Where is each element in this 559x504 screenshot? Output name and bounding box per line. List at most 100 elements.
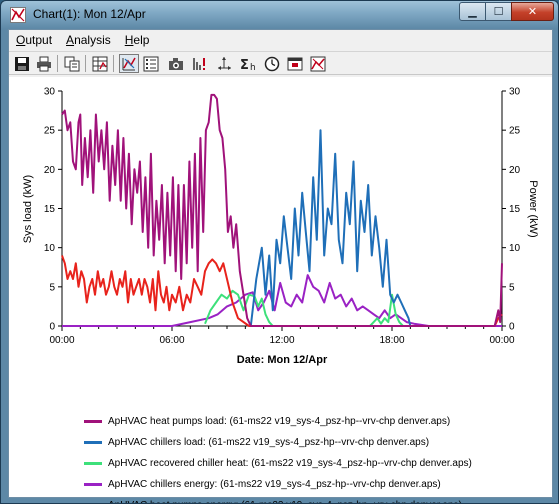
legend-label: ApHVAC chillers load: (61-ms22 v19_sys-4…	[108, 436, 430, 448]
y-tick-label-left: 5	[49, 282, 55, 293]
y-tick-label-left: 10	[44, 243, 56, 254]
title-bar[interactable]: Chart(1): Mon 12/Apr ▁ ☐ ✕	[1, 1, 558, 29]
x-ticks: 00:00 06:00 12:00 18:00 00:00	[49, 326, 515, 346]
legend-swatch	[84, 482, 102, 486]
maximize-button[interactable]: ☐	[485, 2, 512, 21]
y-axis-title-left: Sys load (kW)	[22, 175, 34, 243]
y-tick-label-left: 20	[44, 165, 56, 176]
app-chart-icon	[10, 7, 26, 23]
camera-button[interactable]	[166, 54, 186, 73]
menu-bar: Output Analysis Help	[9, 30, 552, 49]
legend-label: ApHVAC heat pumps load: (61-ms22 v19_sys…	[108, 415, 451, 427]
legend-item: ApHVAC chillers load: (61-ms22 v19_sys-4…	[84, 435, 429, 449]
close-icon: ✕	[527, 6, 538, 18]
x-tick-label: 06:00	[159, 335, 184, 346]
series-lines	[61, 93, 503, 327]
save-button[interactable]	[12, 54, 32, 73]
list-icon	[143, 56, 159, 71]
legend-swatch	[84, 440, 102, 444]
legend-label: ApHVAC heat pumps energy: (61-ms22 v19_s…	[108, 500, 462, 504]
chart-alt-button[interactable]	[308, 54, 328, 73]
menu-output[interactable]: Output	[16, 33, 52, 47]
y-tick-label-left: 25	[44, 126, 56, 137]
print-button[interactable]	[34, 54, 54, 73]
axes-button[interactable]	[214, 54, 234, 73]
clock-icon	[264, 56, 280, 71]
x-axis-title: Date: Mon 12/Apr	[237, 354, 328, 366]
window-button[interactable]	[285, 54, 305, 73]
series-line	[249, 129, 412, 327]
series-line	[61, 93, 503, 327]
toolbar-separator	[57, 55, 58, 72]
svg-text:h: h	[250, 63, 256, 72]
toolbar-separator	[85, 55, 86, 72]
y-tick-label-right: 0	[509, 322, 515, 333]
y-ticks-left: 0 5 10 15 20 25 30	[44, 87, 62, 333]
x-tick-label: 12:00	[269, 335, 294, 346]
peak-icon	[193, 57, 205, 70]
menu-analysis[interactable]: Analysis	[66, 33, 111, 47]
toolbar-separator	[113, 55, 114, 72]
list-button[interactable]	[141, 54, 161, 73]
legend-item: ApHVAC recovered chiller heat: (61-ms22 …	[84, 456, 472, 470]
copy-icon	[64, 56, 80, 71]
menu-analysis-mnemonic: A	[66, 32, 75, 47]
menu-help[interactable]: Help	[125, 33, 150, 47]
chart-alt-icon	[310, 56, 326, 71]
camera-icon	[169, 57, 183, 70]
y-tick-label-right: 25	[509, 126, 521, 137]
y-ticks-right: 0 5 10 15 20 25 30	[502, 87, 521, 333]
y-tick-label-left: 15	[44, 204, 56, 215]
series-line	[204, 289, 404, 327]
legend-swatch	[84, 461, 102, 465]
y-tick-label-right: 30	[509, 87, 521, 98]
legend-item: ApHVAC heat pumps load: (61-ms22 v19_sys…	[84, 414, 450, 428]
legend-swatch	[84, 419, 102, 423]
svg-text:Σ: Σ	[240, 58, 249, 72]
menu-output-label: utput	[25, 32, 53, 47]
legend-label: ApHVAC recovered chiller heat: (61-ms22 …	[108, 457, 472, 469]
client-area: Output Analysis Help	[8, 29, 553, 503]
y-tick-label-right: 5	[509, 282, 515, 293]
series-line	[61, 255, 503, 327]
menu-help-mnemonic: H	[124, 32, 134, 47]
menu-analysis-label: nalysis	[74, 32, 111, 47]
y-tick-label-left: 30	[44, 87, 56, 98]
y-tick-label-right: 15	[509, 204, 521, 215]
y-tick-label-right: 20	[509, 165, 521, 176]
x-tick-label: 18:00	[379, 335, 404, 346]
y-axis-title-right: Power (kW)	[527, 180, 539, 237]
clock-button[interactable]	[262, 54, 282, 73]
plot-panel: 0 5 10 15 20 25 30 0 5 10 15 20 25 30 00:00 06:00 12:0…	[9, 77, 552, 503]
x-tick-label: 00:00	[49, 335, 74, 346]
series-line	[62, 274, 502, 327]
y-tick-label-right: 10	[509, 243, 521, 254]
y-tick-label-left: 0	[49, 322, 55, 333]
window-icon	[287, 57, 303, 70]
chart-icon	[122, 57, 136, 70]
legend-item: ApHVAC heat pumps energy: (61-ms22 v19_s…	[84, 498, 462, 504]
maximize-icon: ☐	[493, 6, 504, 18]
peak-button[interactable]	[189, 54, 209, 73]
menu-output-mnemonic: O	[16, 32, 26, 47]
window-title: Chart(1): Mon 12/Apr	[33, 7, 146, 21]
copy-button[interactable]	[62, 54, 82, 73]
chart-view-button[interactable]	[119, 54, 139, 73]
chart: 0 5 10 15 20 25 30 0 5 10 15 20 25 30 00:00 06:00 12:0…	[22, 87, 539, 367]
legend-item: ApHVAC chillers energy: (61-ms22 v19_sys…	[84, 477, 441, 491]
minimize-icon: ▁	[468, 6, 477, 18]
minimize-button[interactable]: ▁	[459, 2, 486, 21]
print-icon	[37, 56, 51, 71]
x-tick-label: 00:00	[489, 335, 514, 346]
table-icon	[92, 56, 108, 71]
table-button[interactable]	[90, 54, 110, 73]
axes-icon	[218, 56, 231, 70]
menu-help-label: elp	[133, 32, 150, 47]
legend-label: ApHVAC chillers energy: (61-ms22 v19_sys…	[108, 478, 441, 490]
close-button[interactable]: ✕	[511, 2, 554, 21]
save-icon	[15, 56, 29, 71]
